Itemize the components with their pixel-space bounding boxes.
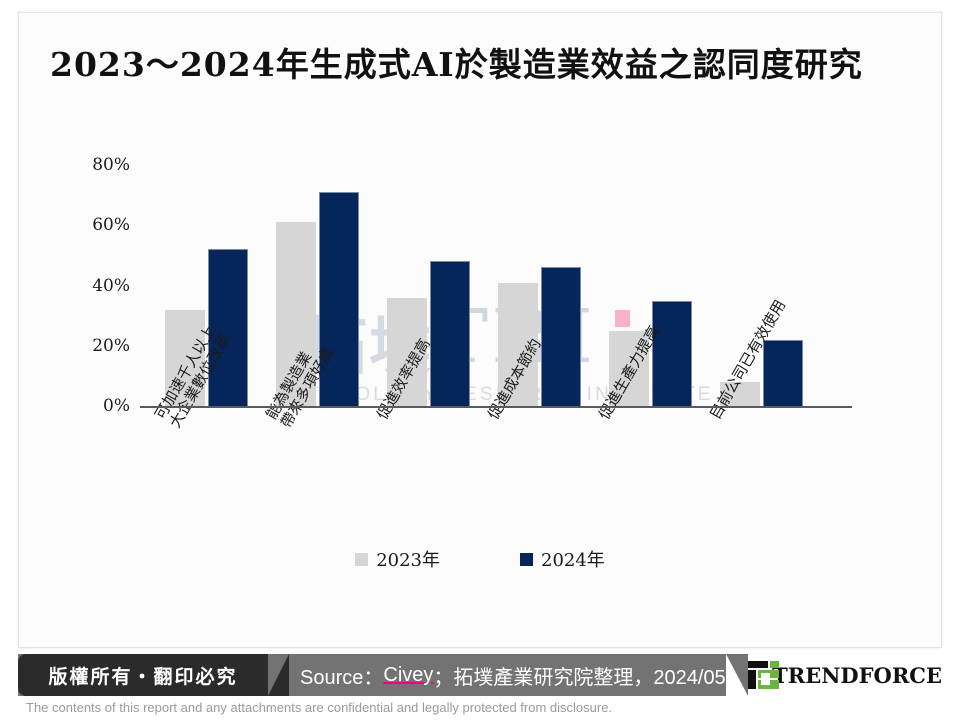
source-line: Source： Civey ；拓墣產業研究院整理，2024/05	[300, 654, 726, 696]
bar-2023年-能為製造業帶來多項好處[interactable]	[276, 222, 316, 406]
x-axis-labels: 可加速千人以上 大企業數位改革 能為製造業 帶來多項好處 促進效率提高 促進成本節約 促進生…	[0, 297, 960, 566]
y-axis-tick: 0%	[103, 396, 130, 416]
bar-2023年-促進成本節約[interactable]	[498, 282, 538, 406]
bar-group	[720, 165, 804, 406]
plot-area	[140, 165, 852, 406]
source-prefix: Source：	[300, 666, 384, 689]
bar-group	[165, 165, 249, 406]
copyright-text: 版權所有・翻印必究	[48, 665, 238, 688]
legend-item[interactable]: 2023年	[355, 546, 440, 572]
trendforce-mark-icon	[748, 661, 779, 689]
pink-accent-square	[615, 310, 630, 327]
legend-label: 2024年	[541, 550, 605, 571]
bar-2024年-促進生產力提高[interactable]	[652, 300, 692, 406]
legend-item[interactable]: 2024年	[520, 546, 605, 572]
legend-swatch-icon	[520, 552, 533, 566]
bar-2023年-可加速千人以上大企業數位改革[interactable]	[165, 309, 205, 406]
slide-footer: 版權所有・翻印必究 Source： Civey ；拓墣產業研究院整理，2024/05…	[0, 648, 960, 720]
bar-2024年-可加速千人以上大企業數位改革[interactable]	[208, 249, 248, 406]
bar-group	[609, 165, 693, 406]
disclaimer-text: The contents of this report and any atta…	[26, 700, 613, 715]
bar-2024年-促進效率提高[interactable]	[430, 261, 470, 406]
bar-2024年-能為製造業帶來多項好處[interactable]	[319, 192, 359, 406]
source-suffix: ；拓墣產業研究院整理，2024/05	[433, 666, 726, 689]
legend-label: 2023年	[376, 550, 440, 571]
bar-2024年-促進成本節約[interactable]	[541, 267, 581, 406]
y-axis-tick: 60%	[92, 215, 130, 236]
bar-2023年-目前公司已有效使用[interactable]	[720, 381, 760, 406]
page-title: 2023～2024年生成式AI於製造業效益之認同度研究	[50, 45, 863, 84]
bar-group	[276, 165, 360, 406]
bar-2023年-促進生產力提高[interactable]	[609, 330, 649, 406]
y-axis-labels: 0% 20% 40% 60% 80%	[30, 155, 130, 416]
legend-swatch-icon	[355, 552, 369, 566]
y-axis-tick: 80%	[92, 155, 130, 175]
x-axis-line	[140, 406, 852, 408]
chart-legend: 2023年 2024年	[0, 546, 960, 572]
trendforce-wordmark: TRENDFORCE	[772, 662, 942, 688]
bar-group	[498, 165, 582, 406]
y-axis-tick: 20%	[92, 335, 130, 356]
y-axis-tick: 40%	[92, 275, 130, 296]
copyright-tag: 版權所有・翻印必究	[18, 654, 268, 696]
trendforce-logo: TRENDFORCE	[726, 654, 942, 696]
bar-group	[387, 165, 471, 406]
bar-2024年-目前公司已有效使用[interactable]	[763, 339, 803, 406]
source-link[interactable]: Civey	[383, 663, 434, 686]
bar-2023年-促進效率提高[interactable]	[387, 297, 427, 406]
